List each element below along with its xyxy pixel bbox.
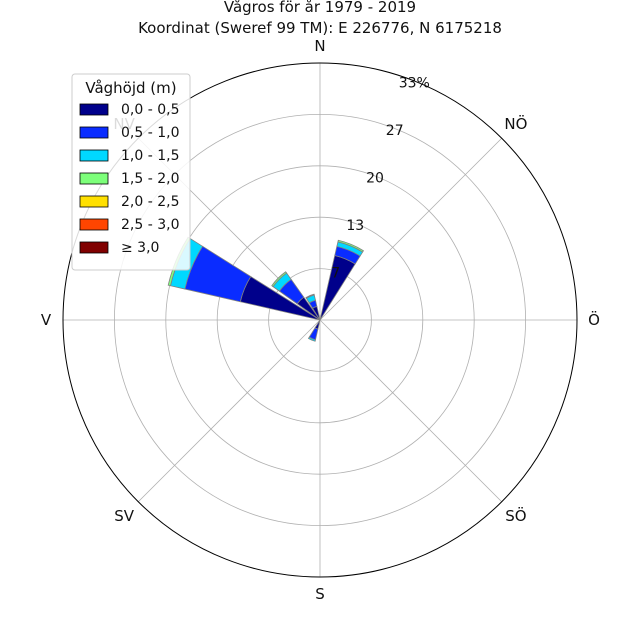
rose-bars [167,236,364,342]
legend-swatch [79,149,109,162]
legend: Våghöjd (m) 0,0 - 0,5 0,5 - 1,0 1,0 - 1,5 1… [71,73,191,271]
legend-title: Våghöjd (m) [85,79,176,97]
legend-swatch [79,241,109,254]
legend-label: 1,0 - 1,5 [121,148,179,164]
radial-tick-label: 7 [331,266,340,282]
direction-label: NÖ [504,114,527,133]
legend-label: 0,5 - 1,0 [121,125,179,141]
rose-bar-segment [307,336,316,342]
direction-label: V [41,311,52,329]
radial-tick-label: 27 [386,123,404,139]
legend-items: 0,0 - 0,5 0,5 - 1,0 1,0 - 1,5 1,5 - 2,0 2,0 … [79,102,179,256]
radial-tick-label: 13 [346,218,364,234]
chart-title: Vågros för år 1979 - 2019 [224,0,416,16]
direction-label: Ö [588,310,600,329]
radial-tick-label: 33% [399,76,430,92]
legend-label: ≥ 3,0 [121,240,159,256]
direction-label: SV [114,507,135,525]
chart-subtitle: Koordinat (Sweref 99 TM): E 226776, N 61… [138,19,502,37]
legend-swatch [79,195,109,208]
outer-circle [62,62,578,578]
direction-labels: NNÖÖSÖSSVVNV [41,37,600,603]
grid-spoke [137,319,321,503]
legend-label: 1,5 - 2,0 [121,171,179,187]
legend-label: 2,5 - 3,0 [121,217,179,233]
radial-tick-labels: 7 13 20 27 33% [331,76,430,282]
legend-label: 0,0 - 0,5 [121,102,179,118]
grid-spoke [319,137,503,321]
direction-label: S [315,585,325,603]
rose-bar-segment [305,293,315,299]
legend-swatch [79,218,109,231]
legend-label: 2,0 - 2,5 [121,194,179,210]
rose-bar-segment [337,239,364,253]
legend-swatch [79,126,109,139]
legend-swatch [79,103,109,116]
direction-label: SÖ [505,506,526,525]
grid-spoke [319,319,503,503]
legend-swatch [79,172,109,185]
radial-tick-label: 20 [366,171,384,187]
direction-label: N [314,37,325,55]
rose-bar-segment [271,271,288,288]
